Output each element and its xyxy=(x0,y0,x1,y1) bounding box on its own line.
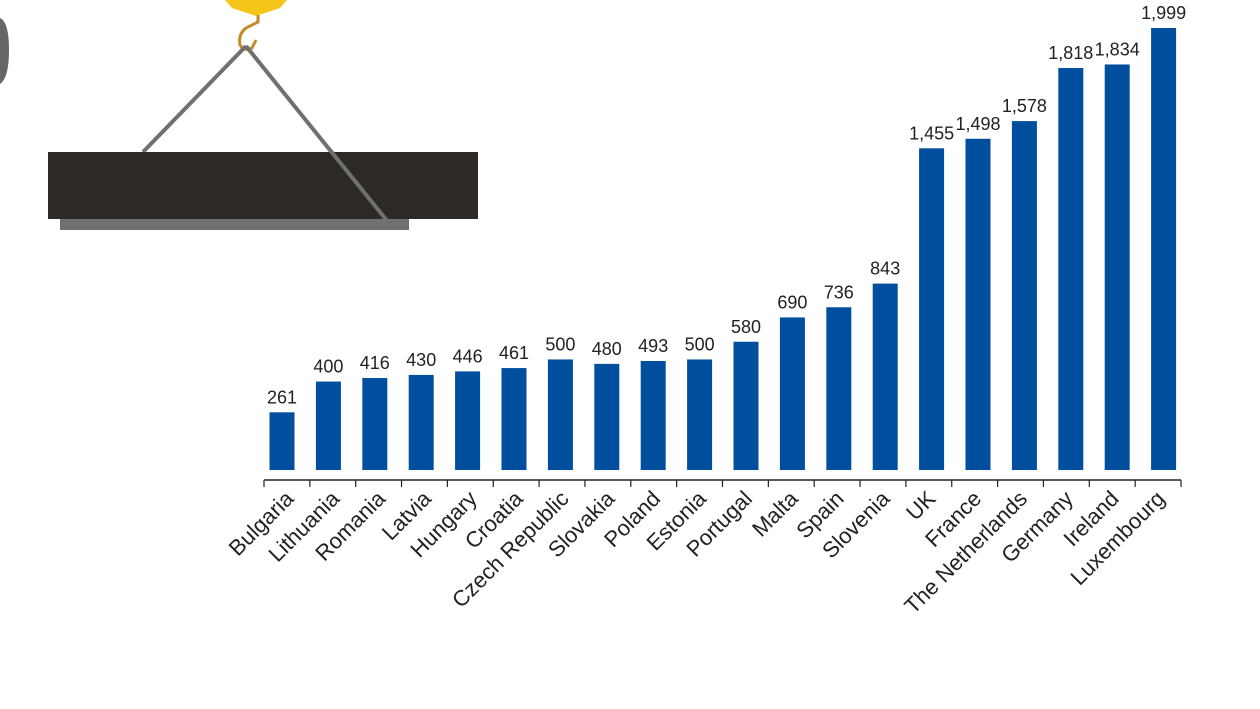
data-label: 446 xyxy=(453,346,483,366)
bar-slovakia xyxy=(594,363,620,470)
slab xyxy=(48,152,478,219)
data-label: 1,999 xyxy=(1141,3,1186,23)
bar-latvia xyxy=(408,374,434,470)
data-label: 1,834 xyxy=(1095,39,1140,59)
bar-czech-republic xyxy=(547,359,573,470)
data-label: 461 xyxy=(499,343,529,363)
bar-spain xyxy=(826,307,852,470)
bar-croatia xyxy=(501,368,527,470)
data-label: 493 xyxy=(638,336,668,356)
data-label: 416 xyxy=(360,353,390,373)
data-label: 261 xyxy=(267,387,297,407)
hook-icon xyxy=(238,15,260,51)
sling-left xyxy=(141,44,248,154)
x-tick-label: Malta xyxy=(747,485,803,541)
bar-the-netherlands xyxy=(1011,121,1037,470)
bar-portugal xyxy=(733,341,759,470)
data-label: 580 xyxy=(731,317,761,337)
data-label: 400 xyxy=(313,357,343,377)
bar-bulgaria xyxy=(269,412,295,470)
hook-top-icon xyxy=(225,0,287,16)
bar-luxembourg xyxy=(1151,28,1177,470)
bar-lithuania xyxy=(315,381,341,470)
data-label: 1,818 xyxy=(1048,43,1093,63)
data-label: 843 xyxy=(870,259,900,279)
bar-ireland xyxy=(1104,64,1130,470)
data-label: 500 xyxy=(545,334,575,354)
sling-right-front xyxy=(328,148,390,224)
crane-illustration xyxy=(0,0,478,230)
data-label: 1,455 xyxy=(909,123,954,143)
data-label: 690 xyxy=(777,292,807,312)
data-label: 480 xyxy=(592,339,622,359)
bar-poland xyxy=(640,360,666,470)
data-label: 430 xyxy=(406,350,436,370)
bar-uk xyxy=(919,148,945,470)
data-label: 736 xyxy=(824,282,854,302)
plot-area: 261Bulgaria400Lithuania416Romania430Latv… xyxy=(224,3,1186,619)
bar-france xyxy=(965,138,991,471)
bar-romania xyxy=(362,378,388,470)
bar-estonia xyxy=(687,359,713,470)
data-label: 1,498 xyxy=(955,114,1000,134)
data-label: 500 xyxy=(685,334,715,354)
bar-malta xyxy=(779,317,805,470)
bar-slovenia xyxy=(872,283,898,470)
left-edge-shape xyxy=(0,18,9,84)
bar-germany xyxy=(1058,68,1084,471)
data-label: 1,578 xyxy=(1002,96,1047,116)
bar-hungary xyxy=(455,371,481,470)
slab-shadow xyxy=(60,218,409,230)
